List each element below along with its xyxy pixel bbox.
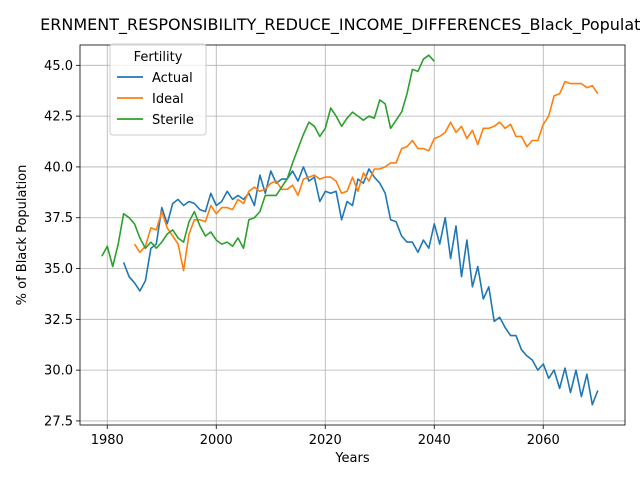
y-tick-label: 40.0: [44, 160, 73, 175]
y-tick-label: 30.0: [44, 364, 73, 379]
x-tick-label: 1980: [91, 433, 124, 448]
legend-title: Fertility: [134, 50, 183, 65]
plot-frame: [79, 44, 626, 426]
series-line-ideal: [133, 80, 599, 272]
y-tick-label: 37.5: [44, 211, 73, 226]
y-tick-label: 42.5: [44, 110, 73, 125]
legend: Fertility Actual Ideal Sterile: [109, 43, 207, 136]
x-tick-label: 2020: [309, 433, 342, 448]
legend-entry-sterile: Sterile: [152, 113, 194, 128]
x-tick-label: 2000: [200, 433, 233, 448]
chart-title: ERNMENT_RESPONSIBILITY_REDUCE_INCOME_DIF…: [40, 15, 640, 35]
x-axis: 1980 2000 2020 2040 2060: [91, 425, 560, 448]
y-axis: 27.5 30.0 32.5 35.0 37.5 40.0 42.5 45.0: [44, 59, 80, 429]
y-axis-label: % of Black Population: [15, 165, 30, 306]
x-axis-label: Years: [334, 451, 370, 466]
y-tick-label: 32.5: [44, 313, 73, 328]
series-layer: [101, 54, 599, 406]
y-tick-label: 35.0: [44, 262, 73, 277]
x-tick-label: 2040: [418, 433, 451, 448]
legend-entry-actual: Actual: [152, 71, 193, 86]
series-line-sterile: [101, 54, 435, 268]
legend-box: [109, 43, 207, 136]
y-tick-label: 45.0: [44, 59, 73, 74]
legend-entry-ideal: Ideal: [152, 92, 184, 107]
x-tick-label: 2060: [527, 433, 560, 448]
y-tick-label: 27.5: [44, 414, 73, 429]
